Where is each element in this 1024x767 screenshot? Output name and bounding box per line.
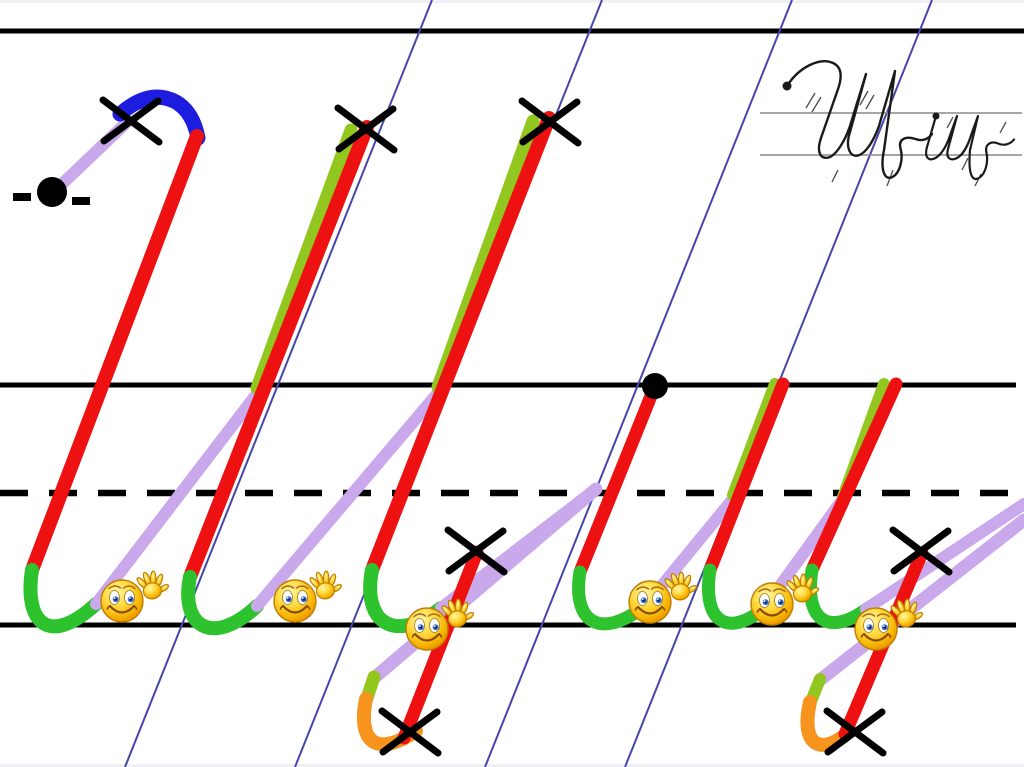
- sample-motion-tick: [859, 90, 869, 106]
- stroke-capital-downstroke-3: [365, 111, 556, 577]
- markers-layer: [13, 96, 953, 757]
- start-dot-capital: [37, 177, 67, 207]
- top-edge-strip: [0, 0, 1024, 3]
- stroke-lowercase-bottom-curve-3: [804, 563, 875, 630]
- stroke-capital-bottom-curve-1: [23, 563, 103, 634]
- stroke-capital-bottom-curve-2: [181, 570, 264, 636]
- stroke-capital-upstroke-2: [251, 381, 449, 612]
- x-marker: [889, 526, 953, 576]
- sample-start-dot: [782, 81, 792, 91]
- x-marker: [378, 707, 442, 757]
- sample-motion-tick: [805, 92, 816, 109]
- sample-motion-tick: [865, 94, 875, 110]
- stroke-lowercase-downstroke-2: [703, 377, 790, 577]
- smileys-layer: [99, 567, 926, 652]
- stroke-capital-descender-downstroke: [367, 482, 603, 685]
- bottom-edge-strip: [0, 764, 1024, 767]
- stroke-lowercase-downstroke-3: [805, 377, 903, 577]
- stroke-lowercase-bottom-curve-2: [702, 563, 773, 630]
- x-marker: [444, 526, 508, 576]
- sample-motion-tick: [974, 173, 982, 187]
- stroke-lowercase-downstroke-1: [573, 379, 662, 579]
- sample-motion-tick: [886, 169, 894, 187]
- slant-guide-line: [124, 0, 433, 767]
- sample-motion-tick: [831, 169, 839, 183]
- stroke-lowercase-bottom-curve-1: [572, 565, 652, 631]
- start-dot-lowercase: [642, 373, 668, 399]
- x-marker: [518, 97, 582, 147]
- stroke-capital-downstroke-1: [25, 129, 204, 577]
- x-marker: [823, 707, 887, 757]
- sample-motion-tick: [961, 157, 969, 171]
- sample-motion-tick: [946, 116, 954, 129]
- x-marker: [334, 104, 398, 154]
- stroke-capital-retrace-upstroke-2: [250, 123, 358, 395]
- handwriting-sample: [760, 60, 1022, 187]
- stroke-capital-downstroke-2: [183, 120, 374, 584]
- stroke-lowercase-descender-downstroke: [813, 513, 1024, 687]
- sample-lowercase-letter-path: [925, 114, 1016, 181]
- stroke-lowercase-upstroke-3: [860, 498, 1024, 615]
- stroke-capital-upstroke-1: [90, 381, 268, 610]
- x-marker: [99, 96, 163, 146]
- sample-start-dot: [932, 112, 940, 120]
- sample-motion-tick: [811, 96, 822, 113]
- stroke-capital-top-arc: [112, 89, 206, 146]
- slant-guide-line: [484, 0, 793, 767]
- sample-capital-letter-path: [785, 60, 934, 179]
- sample-motion-tick: [999, 121, 1007, 134]
